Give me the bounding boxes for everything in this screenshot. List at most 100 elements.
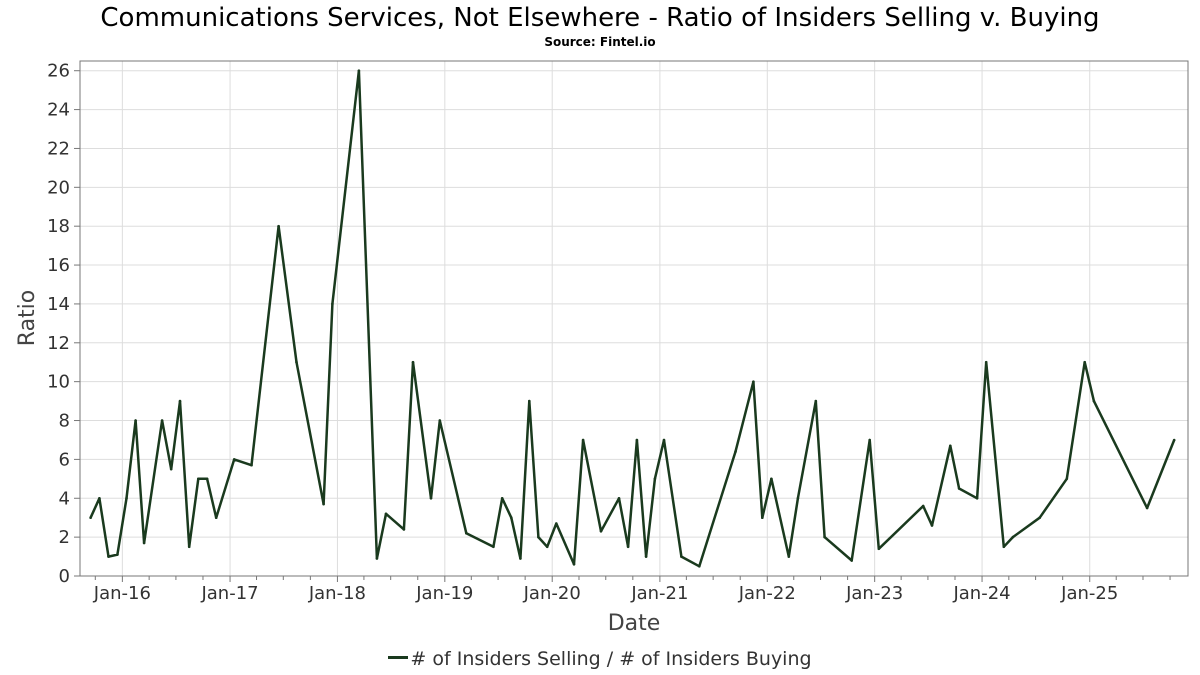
data-point — [662, 438, 666, 442]
data-point — [277, 224, 280, 228]
data-point — [698, 565, 701, 568]
data-point — [214, 516, 218, 519]
data-point — [1011, 535, 1015, 539]
data-point — [411, 360, 415, 364]
legend-label: # of Insiders Selling / # of Insiders Bu… — [410, 648, 812, 670]
data-point — [142, 541, 146, 545]
data-point — [187, 545, 191, 549]
data-point — [528, 399, 531, 403]
data-point — [555, 522, 558, 525]
data-point — [921, 504, 925, 508]
data-point — [232, 458, 236, 461]
y-axis-label: Ratio — [15, 290, 40, 346]
y-tick-label: 12 — [47, 333, 70, 354]
data-point — [89, 516, 92, 519]
x-tick-label: Jan-18 — [308, 583, 366, 604]
x-axis: Jan-16 Jan-17 Jan-18 Jan-19 Jan-20 Jan-21 Jan-… — [93, 576, 1171, 604]
data-point — [653, 477, 657, 481]
data-point — [429, 497, 433, 500]
data-point — [125, 497, 128, 500]
data-point — [250, 463, 253, 467]
legend-swatch — [388, 656, 409, 659]
data-point — [1038, 516, 1041, 519]
data-point — [1172, 438, 1176, 442]
y-tick-label: 10 — [47, 372, 70, 393]
data-point — [752, 380, 755, 384]
data-point — [1145, 506, 1149, 510]
y-tick-label: 22 — [47, 138, 70, 159]
data-point — [868, 438, 871, 442]
data-point — [761, 516, 764, 519]
y-tick-label: 24 — [47, 100, 70, 121]
legend: # of Insiders Selling / # of Insiders Bu… — [0, 648, 1200, 670]
x-tick-label: Jan-25 — [1060, 583, 1118, 604]
data-point — [626, 545, 630, 549]
data-point — [331, 302, 334, 306]
x-tick-label: Jan-16 — [93, 583, 151, 604]
data-point — [107, 555, 110, 558]
data-point — [384, 512, 388, 516]
x-tick-label: Jan-21 — [630, 583, 688, 604]
series-layer — [89, 69, 1176, 568]
data-point — [680, 555, 683, 558]
chart-subtitle: Source: Fintel.io — [544, 35, 656, 49]
y-tick-label: 6 — [59, 449, 70, 470]
y-tick-label: 16 — [47, 255, 70, 276]
data-point — [949, 444, 952, 448]
x-axis-label: Date — [608, 611, 661, 636]
data-point — [160, 419, 164, 422]
data-point — [599, 530, 603, 533]
data-point — [519, 557, 522, 560]
y-tick-label: 2 — [59, 527, 70, 548]
data-point — [770, 477, 773, 481]
y-tick-label: 18 — [47, 216, 70, 237]
data-point — [438, 419, 442, 422]
x-tick-label: Jan-20 — [523, 583, 581, 604]
x-tick-label: Jan-22 — [738, 583, 796, 604]
data-point — [402, 528, 406, 531]
y-tick-label: 14 — [47, 294, 70, 315]
data-point — [510, 516, 513, 519]
data-point — [178, 399, 182, 403]
data-point — [357, 69, 361, 72]
data-point — [877, 547, 881, 551]
data-point — [796, 497, 800, 500]
y-tick-label: 26 — [47, 61, 70, 82]
y-tick-label: 0 — [59, 566, 70, 587]
data-point — [1092, 399, 1096, 403]
data-point — [205, 477, 209, 481]
data-point — [635, 438, 639, 442]
x-tick-label: Jan-23 — [845, 583, 903, 604]
y-tick-label: 20 — [47, 177, 70, 198]
data-point — [375, 557, 379, 560]
data-point — [492, 545, 495, 549]
x-tick-label: Jan-19 — [415, 583, 473, 604]
data-point — [169, 467, 173, 471]
data-point — [930, 524, 934, 527]
data-point — [787, 555, 791, 558]
data-point — [957, 487, 961, 490]
data-point — [545, 545, 549, 549]
data-point — [465, 531, 468, 535]
data-point — [850, 559, 853, 562]
data-point — [823, 535, 826, 539]
data-point — [500, 497, 504, 500]
y-tick-label: 4 — [59, 488, 70, 509]
data-point — [814, 399, 818, 403]
data-point — [322, 502, 325, 506]
data-point — [116, 553, 119, 556]
x-tick-label: Jan-24 — [952, 583, 1010, 604]
y-tick-label: 8 — [59, 411, 70, 432]
data-point — [295, 360, 298, 364]
data-point — [975, 497, 979, 500]
data-point — [1083, 360, 1086, 364]
series-line — [89, 69, 1176, 568]
data-point — [1002, 545, 1006, 549]
chart-title: Communications Services, Not Elsewhere -… — [100, 3, 1100, 33]
plot-area-frame — [79, 60, 1189, 577]
data-point — [98, 497, 101, 500]
data-point — [134, 419, 137, 422]
data-point — [572, 563, 576, 566]
